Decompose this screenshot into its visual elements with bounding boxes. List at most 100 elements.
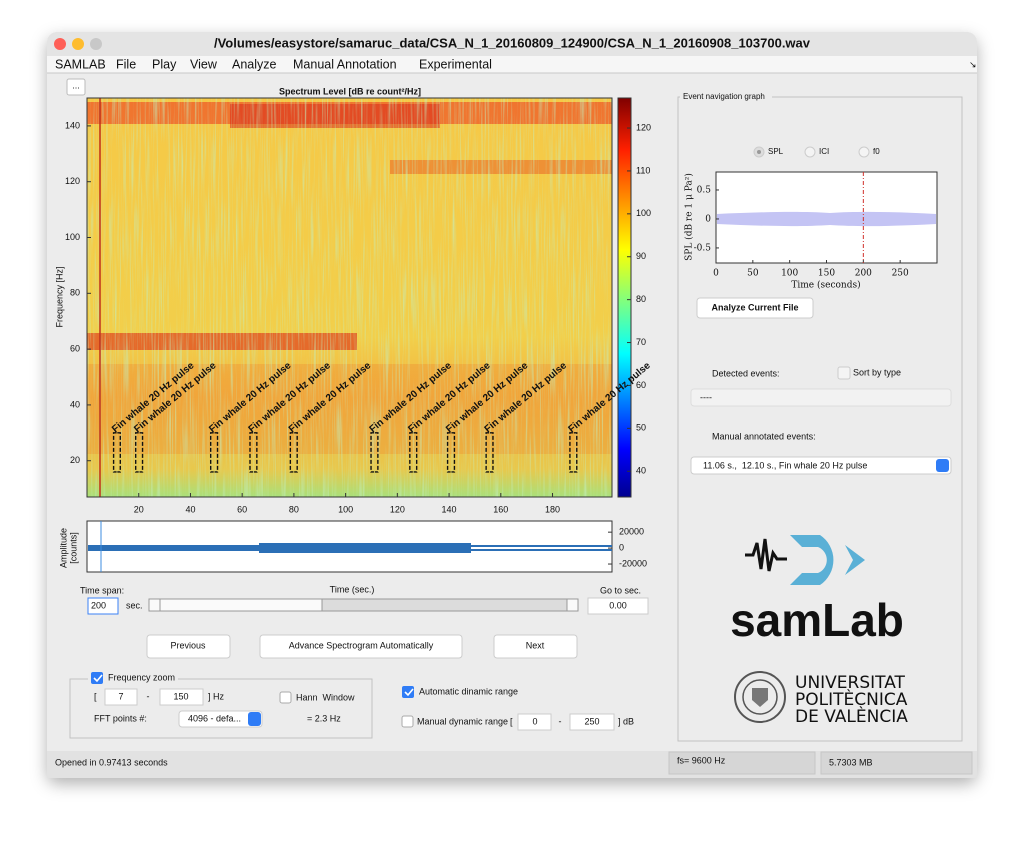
manual-dropdown[interactable] [690,456,952,475]
radio-button[interactable] [858,146,870,158]
input-value[interactable]: 150 [173,691,188,701]
goto-input[interactable] [587,597,649,615]
x-tick-label: 180 [545,504,560,514]
frequency-zoom-checkbox[interactable] [91,672,103,684]
x-tick-label: 250 [892,269,909,279]
y-tick-label: 0 [619,542,624,552]
manual-range-checkbox[interactable] [401,715,414,728]
colorbar-tick-label: 70 [636,337,646,347]
time-span-value[interactable]: 200 [91,600,106,610]
range-high-input[interactable] [569,713,615,731]
menu-item[interactable]: View [190,57,218,71]
input-value[interactable]: 7 [118,691,123,701]
panel-legend-bg [680,91,772,103]
dropdown-value[interactable]: 4096 - defa... [188,713,241,723]
colorbar [617,97,632,498]
title-bar [47,32,977,56]
y-tick-label: 60 [70,343,80,353]
colorbar-tick-label: 50 [636,423,646,433]
auto-range-checkbox[interactable] [402,686,414,698]
checkbox-label[interactable]: Manual dynamic range [417,716,508,726]
event-bracket [446,432,456,473]
radio-dot [757,150,761,154]
freq-high-input[interactable] [159,688,204,706]
frequency-zoom-frame [69,678,373,739]
detected-dropdown[interactable] [690,388,952,407]
input-value[interactable]: 0 [532,716,537,726]
checkbox-label[interactable]: Sort by type [853,367,901,377]
radio-label[interactable]: ICI [819,147,829,156]
zoom-button[interactable] [90,38,102,50]
menu-corner-icon[interactable]: ↘ [969,59,977,69]
colorbar-tick-label: 90 [636,251,646,261]
minimize-button[interactable] [72,38,84,50]
resolution: = 2.3 Hz [307,713,341,723]
menu-bar [47,56,977,73]
dropdown-value[interactable]: ---- [700,392,712,402]
menu-item[interactable]: File [116,57,136,71]
x-tick-label: 50 [747,269,759,279]
menu-item[interactable]: Manual Annotation [293,57,397,71]
radio-button[interactable] [804,146,816,158]
previous-button[interactable] [146,634,231,659]
next-button[interactable] [493,634,578,659]
goto-value[interactable]: 0.00 [609,600,627,610]
event-bracket [209,432,219,473]
analyze-button[interactable] [696,297,814,319]
y-tick-label: 80 [70,288,80,298]
spectrogram-texture [87,98,612,497]
radio-label[interactable]: SPL [768,147,784,156]
status-fs: fs= 9600 Hz [677,755,726,765]
dropdown-value[interactable]: 11.06 s., 12.10 s., Fin whale 20 Hz puls… [703,460,867,470]
close-button[interactable] [54,38,66,50]
x-tick-label: 80 [289,504,299,514]
button-label[interactable]: Advance Spectrogram Automatically [289,640,434,650]
upv-emblem [734,671,786,723]
hann-checkbox[interactable] [279,691,292,704]
advance-button[interactable] [259,634,463,659]
checkbox-label[interactable]: Hann Window [296,692,355,702]
freq-low-input[interactable] [104,688,138,706]
menu-item[interactable]: SAMLAB [55,57,106,71]
button-label[interactable]: Analyze Current File [711,302,798,312]
sort-checkbox[interactable] [837,366,851,380]
x-tick-label: 160 [493,504,508,514]
upv-logo-text: DE VALÈNCIA [795,705,908,727]
slider-right-arrow[interactable] [566,598,579,612]
spectrogram-title: Spectrum Level [dB re count²/Hz] [279,86,421,96]
menu-item[interactable]: Play [152,57,177,71]
radio-label[interactable]: f0 [873,147,880,156]
frame-legend-bg [88,671,178,685]
slider-left-arrow[interactable] [148,598,161,612]
button-label[interactable]: Next [526,640,545,650]
input-value[interactable]: 250 [584,716,599,726]
colorbar-tick-label: 40 [636,466,646,476]
status-cell [668,751,816,775]
event-bracket [409,432,418,473]
bracket: [ [510,716,513,726]
y-tick-label: 0.5 [697,185,712,195]
slider-thumb[interactable] [159,598,323,612]
menu-item[interactable]: Analyze [232,57,277,71]
status-message: Opened in 0.97413 seconds [55,757,168,767]
range-low-input[interactable] [517,713,552,731]
y-axis-label: [counts] [68,532,78,564]
slider-label: Time (sec.) [330,584,375,594]
event-bracket [485,432,494,473]
button-label[interactable]: Previous [170,640,206,650]
y-tick-label: -0.5 [694,243,712,253]
samlab-wave-icon [745,538,787,572]
fft-dropdown[interactable] [178,710,263,728]
menu-item[interactable]: Experimental [419,57,492,71]
colorbar-tick-label: 100 [636,208,651,218]
more-button[interactable] [66,78,86,96]
spectrogram-image [86,97,613,498]
checkbox-label[interactable]: Automatic dinamic range [419,686,518,696]
time-span-input[interactable] [87,597,119,615]
dash: - [559,716,562,726]
unit: ] Hz [208,691,225,701]
checkbox-label[interactable]: Frequency zoom [108,672,175,682]
more-button-label[interactable]: ... [72,80,80,90]
